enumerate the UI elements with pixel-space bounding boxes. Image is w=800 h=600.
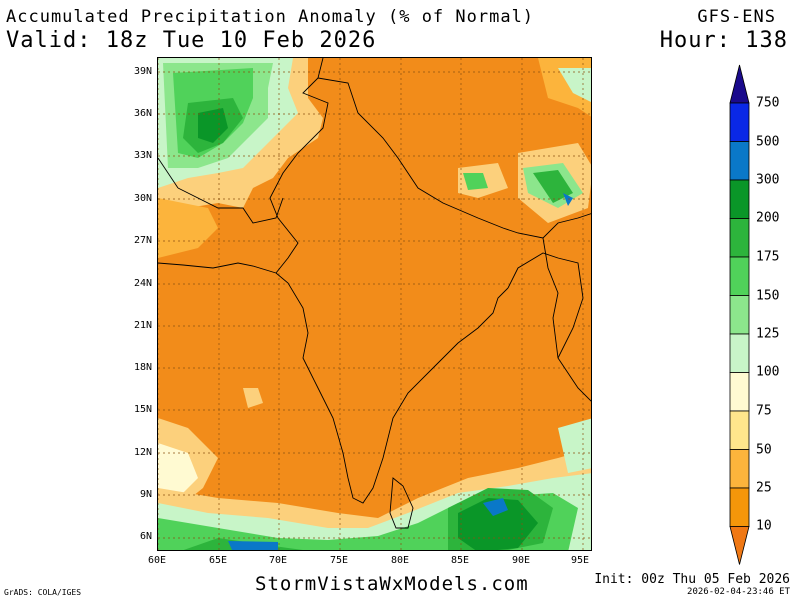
legend-label: 125 bbox=[756, 326, 780, 342]
legend-swatch bbox=[729, 179, 750, 219]
lat-label: 30N bbox=[133, 193, 152, 204]
lat-label: 18N bbox=[133, 362, 152, 373]
lat-label: 21N bbox=[133, 320, 152, 331]
forecast-hour: Hour: 138 bbox=[659, 28, 788, 53]
legend-bottom-arrow bbox=[729, 526, 750, 565]
lon-label: 65E bbox=[208, 555, 228, 566]
lat-label: 12N bbox=[133, 447, 152, 458]
legend-swatch bbox=[729, 449, 750, 489]
model-name: GFS-ENS bbox=[697, 7, 776, 27]
legend-label: 25 bbox=[756, 480, 772, 496]
legend-label: 50 bbox=[756, 442, 772, 458]
legend-swatch bbox=[729, 218, 750, 258]
legend-label: 200 bbox=[756, 210, 780, 226]
init-time: Init: 00z Thu 05 Feb 2026 bbox=[594, 572, 790, 587]
lat-label: 27N bbox=[133, 235, 152, 246]
legend-swatch bbox=[729, 102, 750, 142]
lat-label: 6N bbox=[139, 531, 152, 542]
legend-label: 150 bbox=[756, 288, 780, 304]
lat-label: 15N bbox=[133, 404, 152, 415]
grads-credit: GrADS: COLA/IGES bbox=[4, 588, 82, 597]
legend-label: 500 bbox=[756, 134, 780, 150]
legend-label: 10 bbox=[756, 518, 772, 534]
lon-label: 85E bbox=[450, 555, 470, 566]
valid-time: Valid: 18z Tue 10 Feb 2026 bbox=[6, 28, 377, 53]
lon-label: 95E bbox=[570, 555, 590, 566]
lat-label: 24N bbox=[133, 278, 152, 289]
legend-swatch bbox=[729, 256, 750, 296]
lon-label: 90E bbox=[511, 555, 531, 566]
lat-label: 36N bbox=[133, 108, 152, 119]
legend-label: 300 bbox=[756, 172, 780, 188]
legend-swatch bbox=[729, 487, 750, 527]
legend-label: 750 bbox=[756, 95, 780, 111]
precip-anomaly-map bbox=[157, 57, 592, 551]
legend-label: 100 bbox=[756, 364, 780, 380]
legend-swatch bbox=[729, 333, 750, 373]
legend-swatch bbox=[729, 295, 750, 335]
lat-label: 33N bbox=[133, 150, 152, 161]
lon-label: 75E bbox=[329, 555, 349, 566]
site-url: StormVistaWxModels.com bbox=[255, 573, 529, 595]
map-canvas bbox=[158, 58, 591, 550]
lon-label: 60E bbox=[147, 555, 167, 566]
legend-swatch bbox=[729, 410, 750, 450]
lat-label: 39N bbox=[133, 66, 152, 77]
legend-top-arrow bbox=[729, 64, 750, 104]
generated-stamp: 2026-02-04-23:46 ET bbox=[687, 587, 790, 597]
map-title: Accumulated Precipitation Anomaly (% of … bbox=[6, 7, 535, 27]
lon-label: 70E bbox=[268, 555, 288, 566]
lat-label: 9N bbox=[139, 489, 152, 500]
lon-label: 80E bbox=[390, 555, 410, 566]
legend-swatch bbox=[729, 372, 750, 412]
color-legend bbox=[729, 64, 750, 565]
legend-label: 75 bbox=[756, 403, 772, 419]
legend-label: 175 bbox=[756, 249, 780, 265]
legend-swatch bbox=[729, 141, 750, 181]
